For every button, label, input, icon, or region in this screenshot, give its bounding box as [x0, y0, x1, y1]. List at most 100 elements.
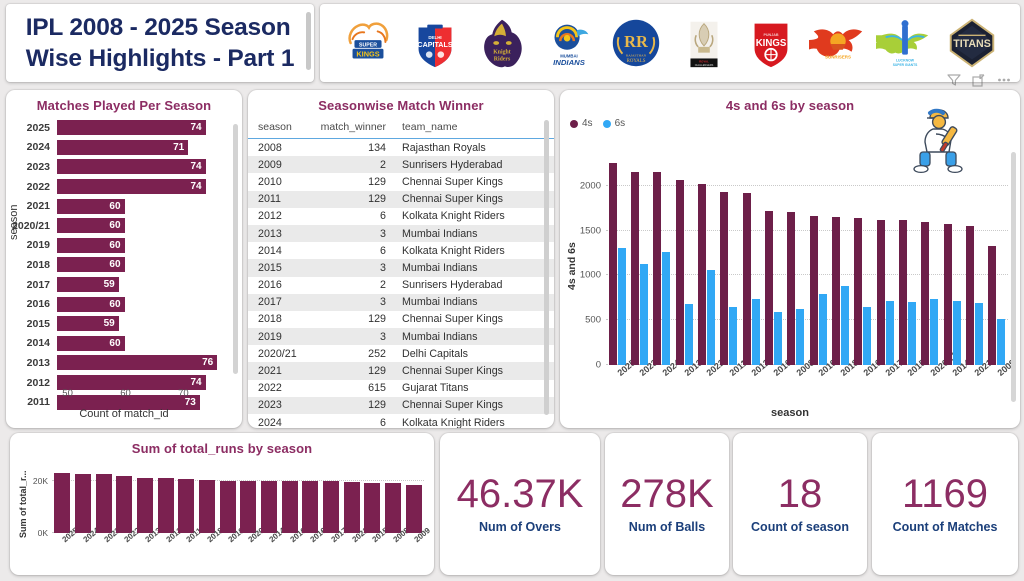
sixes-bar-4s[interactable]: [675, 180, 684, 365]
sixes-bar-group[interactable]: 2024: [651, 150, 682, 378]
sixes-bar-6s[interactable]: [930, 298, 939, 365]
runs-bar[interactable]: [364, 482, 381, 533]
matches-bar[interactable]: 60: [56, 295, 126, 313]
sixes-bar-6s[interactable]: [617, 247, 626, 365]
sixes-bar-6s[interactable]: [684, 303, 693, 365]
matches-bar[interactable]: 76: [56, 354, 219, 372]
sixes-bar-4s[interactable]: [988, 245, 997, 365]
table-row[interactable]: 2008 134 Rajasthan Royals: [248, 139, 554, 157]
runs-bar-group[interactable]: 2021: [343, 465, 370, 544]
matches-bar-row[interactable]: 2015 59: [6, 314, 242, 334]
runs-bar[interactable]: [54, 473, 71, 533]
runs-bar[interactable]: [219, 480, 236, 533]
runs-bar[interactable]: [157, 478, 174, 533]
runs-bar-group[interactable]: 2022: [116, 465, 142, 544]
table-row[interactable]: 2017 3 Mumbai Indians: [248, 293, 554, 311]
sixes-bar-group[interactable]: 2018: [829, 150, 861, 378]
sixes-bar-6s[interactable]: [662, 251, 671, 365]
sixes-bar-4s[interactable]: [787, 211, 796, 365]
matches-played-per-season-chart[interactable]: Matches Played Per Season season 2025 74 2…: [6, 90, 242, 428]
sixes-bar-group[interactable]: 2015: [896, 150, 928, 378]
table-row[interactable]: 2023 129 Chennai Super Kings: [248, 396, 554, 414]
kpi-card-count-of-matches[interactable]: 1169 Count of Matches: [872, 433, 1018, 575]
matches-bar[interactable]: 60: [56, 217, 126, 235]
matches-bar-row[interactable]: 2019 60: [6, 236, 242, 256]
sixes-bar-group[interactable]: 2008: [785, 150, 816, 378]
sixes-bar-group[interactable]: 2012: [740, 150, 771, 378]
filter-icon[interactable]: [946, 72, 962, 88]
matches-chart-scrollbar[interactable]: [233, 124, 238, 374]
matches-bar-row[interactable]: 2021 60: [6, 196, 242, 216]
column-header-season[interactable]: season: [248, 117, 310, 139]
sixes-bar-4s[interactable]: [831, 217, 840, 365]
matches-bar[interactable]: 60: [56, 236, 126, 254]
matches-bar[interactable]: 59: [56, 315, 120, 333]
matches-bar-row[interactable]: 2023 74: [6, 157, 242, 177]
runs-bar[interactable]: [261, 481, 277, 533]
matches-bar[interactable]: 74: [56, 178, 207, 196]
table-row[interactable]: 2009 2 Sunrisers Hyderabad: [248, 156, 554, 174]
sixes-bar-group[interactable]: 2014: [941, 150, 972, 378]
table-row[interactable]: 2016 2 Sunrisers Hyderabad: [248, 277, 554, 294]
runs-bar-group[interactable]: 2015: [364, 465, 390, 544]
kpi-card-num-of-balls[interactable]: 278K Num of Balls: [605, 433, 729, 575]
runs-bar[interactable]: [116, 476, 133, 533]
sixes-bar-group[interactable]: 2022: [695, 150, 727, 378]
sixes-bar-4s[interactable]: [854, 218, 863, 365]
matches-bar-row[interactable]: 2020/21 60: [6, 216, 242, 236]
focus-mode-icon[interactable]: [971, 72, 987, 88]
sixes-bar-4s[interactable]: [742, 193, 751, 365]
table-row[interactable]: 2015 3 Mumbai Indians: [248, 259, 554, 277]
sixes-bar-4s[interactable]: [697, 184, 706, 365]
runs-bar-group[interactable]: 2024: [75, 465, 101, 544]
runs-bar[interactable]: [199, 480, 215, 533]
fours-and-sixes-by-season-chart[interactable]: 4s and 6s by season 4s 6s: [560, 90, 1020, 428]
matches-bar[interactable]: 60: [56, 256, 126, 274]
table-row[interactable]: 2024 6 Kolkata Knight Riders: [248, 414, 554, 428]
runs-bar-group[interactable]: 2013: [137, 465, 163, 544]
sixes-bar-6s[interactable]: [773, 312, 782, 365]
matches-bar-row[interactable]: 2025 74: [6, 118, 242, 138]
table-row[interactable]: 2020/21 252 Delhi Capitals: [248, 345, 554, 362]
runs-bar-group[interactable]: 2020/21: [240, 465, 275, 544]
runs-bar[interactable]: [405, 484, 422, 533]
runs-bar-group[interactable]: 2025: [54, 465, 80, 544]
sixes-bar-group[interactable]: 2010: [762, 150, 794, 378]
sixes-bar-group[interactable]: 2017: [874, 150, 905, 378]
table-row[interactable]: 2011 129 Chennai Super Kings: [248, 190, 554, 208]
matches-bar-row[interactable]: 2013 76: [6, 353, 242, 373]
table-row[interactable]: 2014 6 Kolkata Knight Riders: [248, 242, 554, 259]
matches-bar-row[interactable]: 2011 73: [6, 392, 242, 412]
seasonwise-match-winner-table[interactable]: Seasonwise Match Winner season match_win…: [248, 90, 554, 428]
runs-bar-group[interactable]: 2009: [405, 465, 432, 544]
runs-bar[interactable]: [75, 473, 91, 533]
matches-bar[interactable]: 60: [56, 197, 126, 215]
table-row[interactable]: 2022 615 Gujarat Titans: [248, 380, 554, 397]
matches-bar[interactable]: 74: [56, 119, 207, 137]
matches-bar-row[interactable]: 2017 59: [6, 275, 242, 295]
sixes-bar-group[interactable]: 2013: [673, 150, 704, 378]
sixes-bar-6s[interactable]: [729, 307, 738, 365]
sixes-bar-4s[interactable]: [898, 220, 907, 365]
sum-of-total-runs-chart[interactable]: Sum of total_runs by season Sum of total…: [10, 433, 434, 575]
sixes-bar-group[interactable]: 2021: [963, 150, 995, 378]
runs-bar-group[interactable]: 2010: [281, 465, 308, 544]
sixes-bar-group[interactable]: 2009: [986, 150, 1017, 378]
matches-bar-row[interactable]: 2014 60: [6, 334, 242, 354]
table-row[interactable]: 2012 6 Kolkata Knight Riders: [248, 208, 554, 225]
runs-bar-group[interactable]: 2014: [261, 465, 287, 544]
sixes-bar-6s[interactable]: [751, 298, 760, 365]
column-header-team-name[interactable]: team_name: [392, 117, 554, 139]
matches-bar[interactable]: 59: [56, 276, 120, 294]
column-header-match-winner[interactable]: match_winner: [310, 117, 392, 139]
matches-bar[interactable]: 60: [56, 334, 126, 352]
sixes-bar-group[interactable]: 2019: [807, 150, 838, 378]
sixes-bar-4s[interactable]: [630, 171, 639, 365]
runs-bar-group[interactable]: 2008: [385, 465, 411, 544]
sixes-bar-6s[interactable]: [639, 264, 648, 365]
table-row[interactable]: 2019 3 Mumbai Indians: [248, 328, 554, 346]
sixes-bar-6s[interactable]: [706, 269, 715, 365]
runs-bar-group[interactable]: 2018: [199, 465, 225, 544]
table-row[interactable]: 2010 129 Chennai Super Kings: [248, 173, 554, 190]
runs-bar[interactable]: [240, 480, 257, 533]
